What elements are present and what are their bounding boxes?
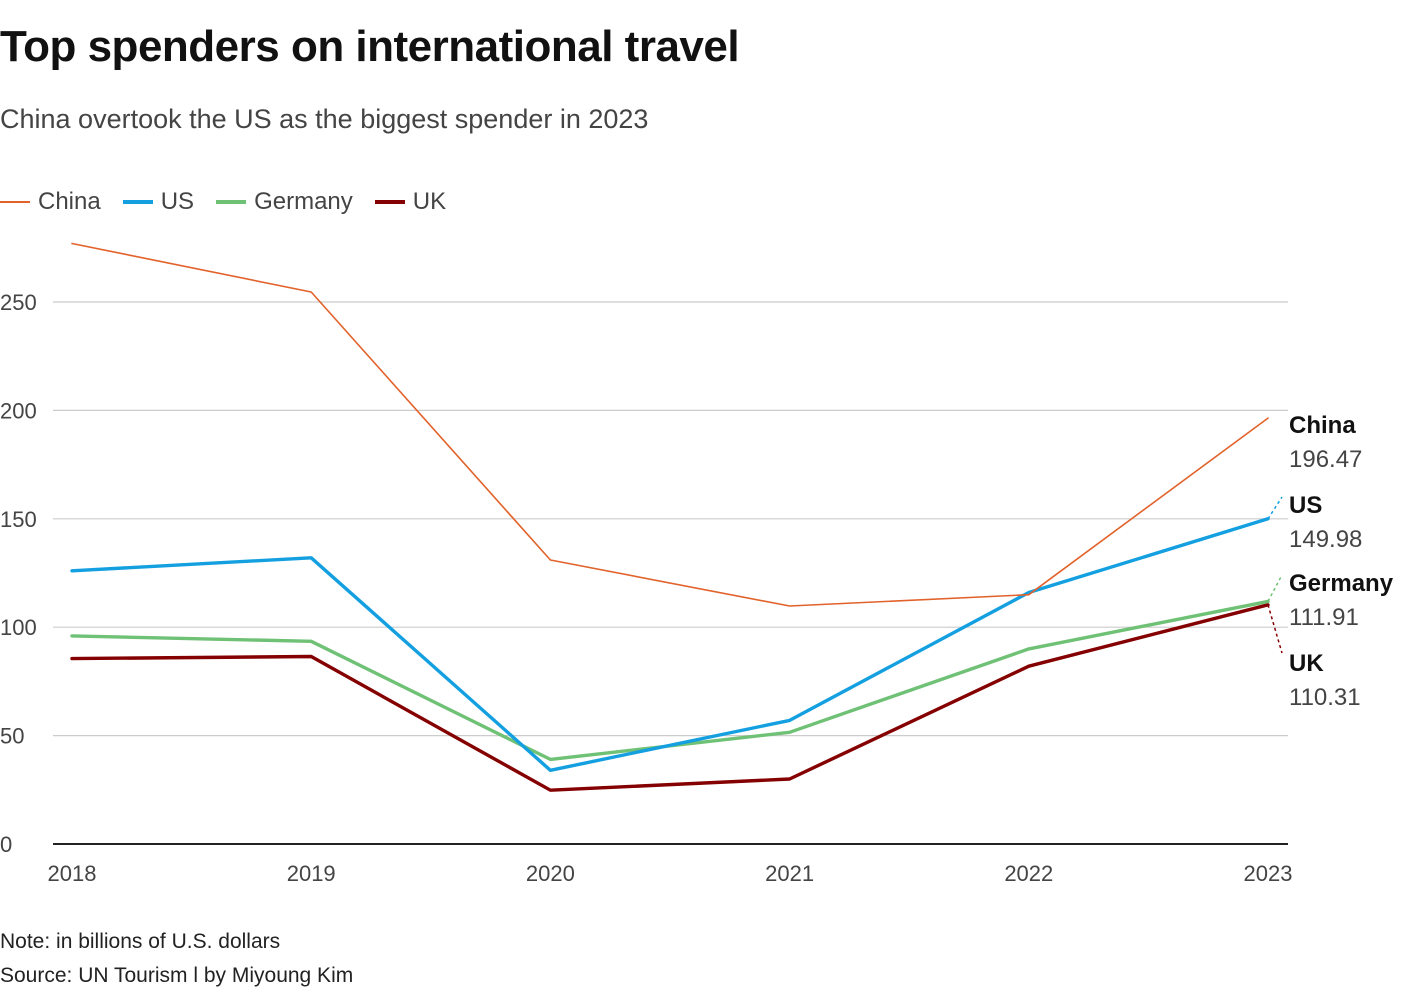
legend-swatch-germany — [216, 200, 247, 204]
chart-subtitle: China overtook the US as the biggest spe… — [0, 104, 649, 134]
y-axis-ticks: 0 50 100 150 200 250 — [0, 290, 37, 857]
chart-note: Note: in billions of U.S. dollars — [0, 930, 281, 953]
legend-item-germany: Germany — [216, 188, 353, 216]
x-tick-label-2019: 2019 — [287, 861, 336, 886]
y-tick-label-150: 150 — [0, 507, 37, 532]
x-tick-label-2020: 2020 — [526, 861, 575, 886]
end-label-connector-uk — [1267, 604, 1283, 654]
x-tick-label-2022: 2022 — [1004, 861, 1053, 886]
legend-item-china: China — [0, 188, 101, 216]
legend-item-us: US — [122, 188, 195, 216]
x-tick-label-2021: 2021 — [765, 861, 814, 886]
y-tick-label-250: 250 — [0, 290, 37, 315]
legend-label-china: China — [38, 188, 101, 215]
end-label-value-uk: 110.31 — [1289, 684, 1361, 711]
legend-swatch-china — [0, 201, 30, 203]
end-label-value-us: 149.98 — [1289, 526, 1362, 553]
end-label-value-germany: 111.91 — [1289, 604, 1359, 631]
x-tick-label-2018: 2018 — [48, 861, 97, 886]
legend-swatch-us — [122, 200, 153, 204]
chart-legend: China US Germany UK — [0, 188, 468, 216]
legend-label-us: US — [160, 188, 195, 215]
chart-title: Top spenders on international travel — [0, 22, 740, 71]
gridlines — [53, 301, 1288, 845]
legend-label-germany: Germany — [254, 188, 353, 215]
end-label-name-china: China — [1289, 412, 1356, 439]
end-label-value-china: 196.47 — [1289, 446, 1362, 473]
y-tick-label-0: 0 — [0, 832, 12, 857]
legend-swatch-uk — [374, 200, 405, 204]
end-label-name-germany: Germany — [1289, 570, 1394, 597]
x-tick-label-2023: 2023 — [1244, 861, 1293, 886]
series-line-china — [71, 242, 1269, 607]
series-lines — [70, 242, 1270, 792]
chart-source: Source: UN Tourism l by Miyoung Kim — [0, 964, 354, 987]
end-label-name-uk: UK — [1289, 650, 1324, 677]
end-labels: China 196.47 US 149.98 Germany 111.91 UK 110.31 — [1267, 412, 1394, 711]
y-tick-label-100: 100 — [0, 615, 37, 640]
series-line-uk — [70, 603, 1270, 792]
end-label-connector-germany — [1267, 574, 1283, 602]
legend-label-uk: UK — [412, 188, 447, 215]
end-label-connector-us — [1267, 496, 1283, 520]
legend-item-uk: UK — [374, 188, 447, 216]
y-tick-label-200: 200 — [0, 398, 37, 423]
y-tick-label-50: 50 — [0, 724, 24, 749]
end-label-name-us: US — [1289, 492, 1322, 519]
series-line-us — [70, 517, 1270, 772]
x-axis-ticks: 2018 2019 2020 2021 2022 2023 — [48, 861, 1293, 886]
